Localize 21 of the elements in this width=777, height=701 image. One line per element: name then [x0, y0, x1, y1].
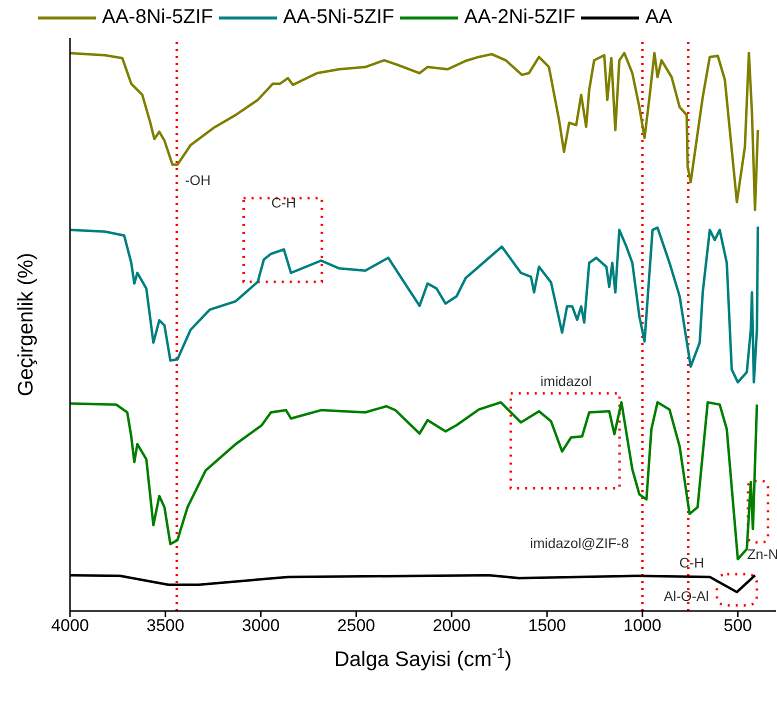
annotation: C-H [679, 554, 704, 570]
annotation: -OH [185, 172, 211, 188]
x-tick-label: 3500 [146, 616, 184, 636]
annotation: imidazol@ZIF-8 [530, 534, 630, 551]
annotation: imidazol [540, 372, 592, 389]
x-tick-label: 500 [724, 616, 752, 636]
annotation: Zn-N [747, 546, 777, 562]
x-tick-label: 2500 [337, 616, 376, 636]
annotation: Al-O-Al [664, 588, 709, 604]
y-axis-title: Geçirgenlik (%) [14, 252, 38, 396]
x-tick-label: 2000 [432, 616, 471, 636]
legend-label: AA-8Ni-5ZIF [102, 6, 214, 29]
x-tick-label: 1000 [624, 616, 662, 636]
x-tick-label: 4000 [51, 616, 89, 636]
legend-label: AA-2Ni-5ZIF [464, 6, 576, 29]
x-axis-title: Dalga Sayisi (cm$^{-1}$) [334, 646, 512, 671]
x-tick-label: 1500 [528, 616, 566, 636]
x-tick-label: 3000 [242, 616, 280, 636]
legend-label: AA [645, 6, 672, 29]
annotation: C-H [271, 194, 296, 210]
legend-label: AA-5Ni-5ZIF [283, 6, 394, 29]
